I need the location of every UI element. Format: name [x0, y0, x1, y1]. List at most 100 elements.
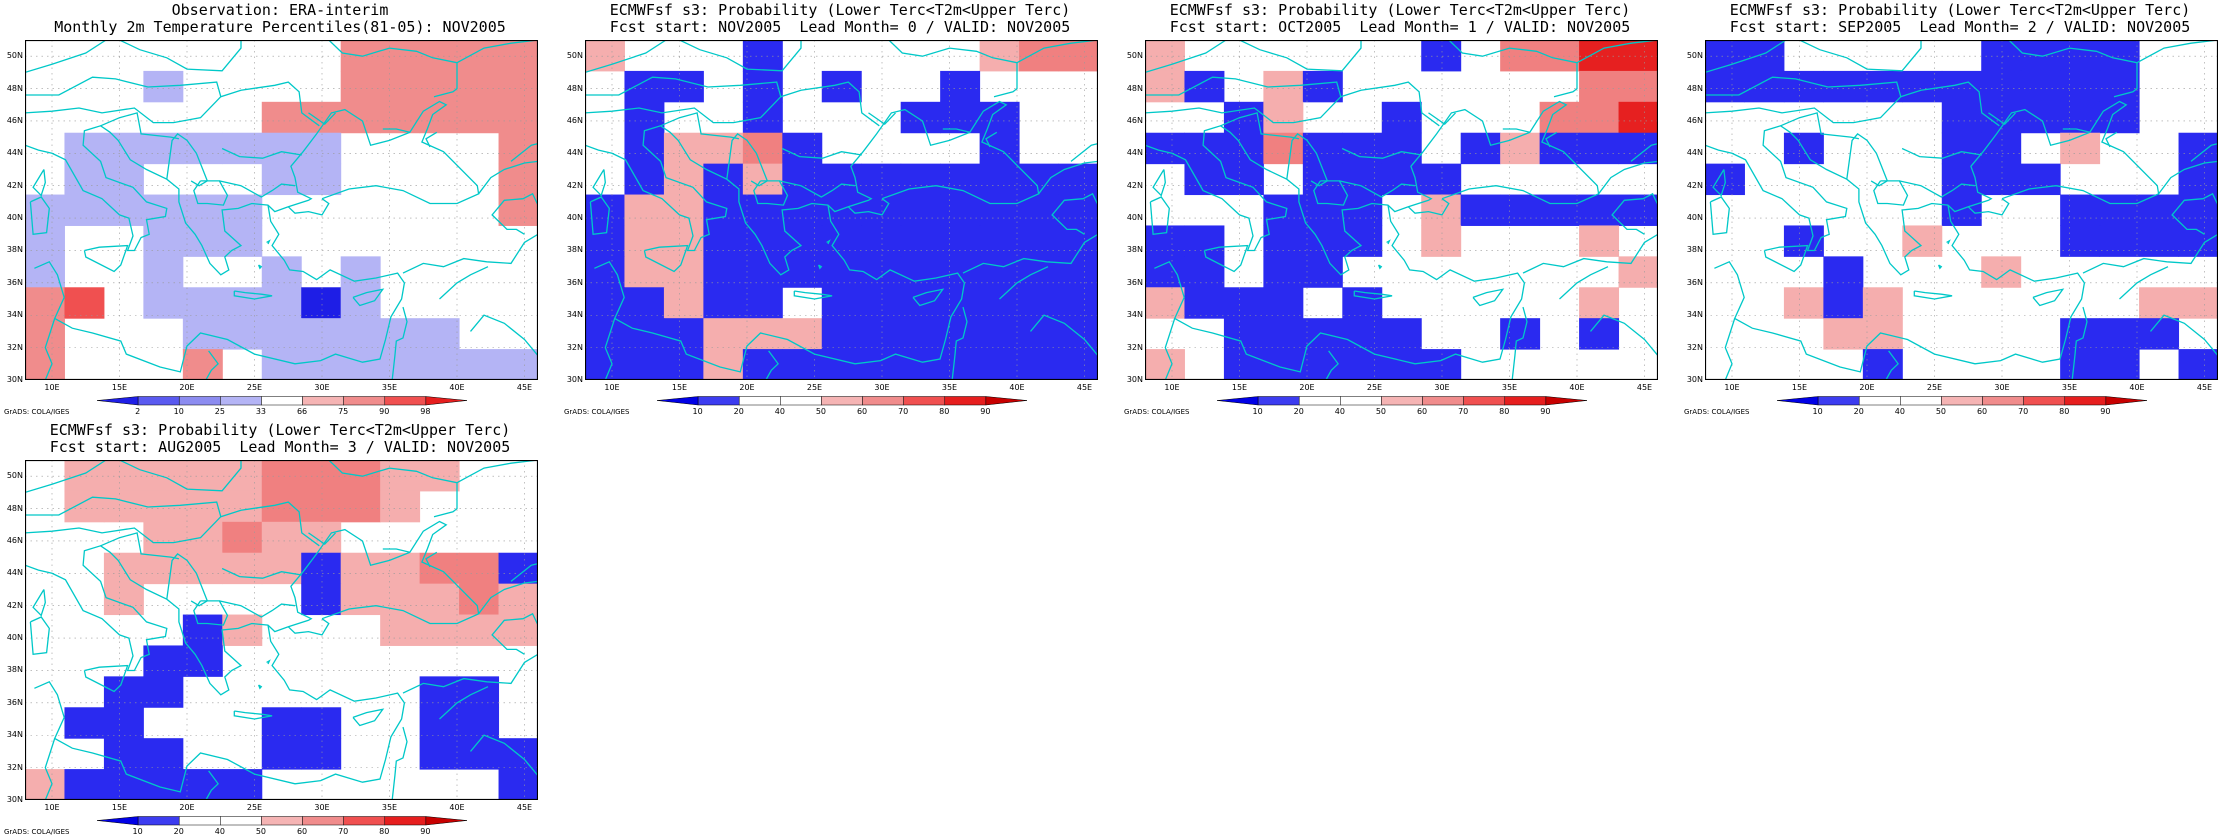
- lat-tick-label: 46N: [6, 535, 23, 545]
- grid-cell: [1421, 194, 1462, 226]
- coastline: [1203, 244, 1249, 273]
- grid-cell: [380, 101, 421, 134]
- coastline: [1545, 131, 1558, 148]
- colorbar-label: 20: [733, 407, 744, 416]
- coastline: [257, 684, 263, 690]
- grid-cell: [2139, 287, 2180, 319]
- grid-cell: [1902, 70, 1943, 103]
- grid-cell: [663, 256, 704, 288]
- colorbar-swatch: [342, 816, 385, 826]
- grid-cell: [979, 194, 1020, 226]
- coastline: [1428, 112, 1456, 126]
- colorbar: [1216, 396, 1587, 406]
- lon-tick-label: 30E: [874, 383, 890, 392]
- grid-cell: [1184, 256, 1225, 288]
- colorbar-swatch: [1298, 396, 1341, 406]
- colorbar-swatch: [260, 396, 303, 406]
- lat-tick-label: 40N: [1686, 213, 1703, 223]
- grid-cell: [1342, 132, 1383, 165]
- grid-cell: [1223, 349, 1264, 380]
- grid-cell: [821, 256, 862, 288]
- grid-cell: [143, 256, 184, 288]
- coastline: [1705, 81, 2000, 127]
- coastline: [32, 169, 46, 197]
- colorbar-swatch: [96, 396, 138, 406]
- grid-cell: [940, 287, 981, 319]
- coastline: [266, 239, 271, 245]
- grid-cell: [940, 256, 981, 288]
- grid-cell: [1460, 132, 1501, 165]
- grid-cell: [25, 256, 65, 288]
- lat-tick-label: 32N: [6, 762, 23, 772]
- grid-cell: [1302, 225, 1343, 257]
- coastline: [912, 288, 945, 307]
- map-plot: [25, 460, 538, 800]
- grid-cell: [1618, 70, 1658, 103]
- coastline: [1598, 160, 1658, 195]
- grid-cell: [900, 225, 941, 257]
- grid-cell: [624, 101, 665, 134]
- coastline: [1873, 180, 1909, 206]
- coastline: [1846, 133, 1889, 187]
- coastline: [2136, 40, 2218, 64]
- coastline: [666, 40, 802, 72]
- coastline: [1339, 180, 1416, 198]
- lat-tick-label: 34N: [566, 310, 583, 320]
- grid-cell: [419, 738, 460, 770]
- coastline: [233, 290, 273, 300]
- coastline: [1325, 350, 1339, 380]
- grid-cell: [1579, 318, 1620, 350]
- coastline: [660, 112, 740, 140]
- coastline: [25, 40, 107, 74]
- lat-tick-label: 34N: [1126, 310, 1143, 320]
- colorbar-swatch: [1981, 396, 2024, 406]
- grid-cell: [143, 460, 184, 492]
- lat-tick-label: 50N: [1686, 51, 1703, 61]
- coastline: [25, 496, 222, 517]
- grid-cell: [301, 163, 342, 196]
- grid-cell: [419, 614, 460, 646]
- grid-cell: [663, 225, 704, 257]
- coastline: [308, 112, 336, 126]
- grid-cell: [64, 194, 105, 226]
- colorbar-label: 90: [379, 407, 390, 416]
- grid-cell: [1579, 70, 1620, 103]
- grid-cell: [2099, 349, 2140, 380]
- coastline: [594, 204, 966, 373]
- coastline: [32, 589, 46, 617]
- coastline: [470, 734, 538, 777]
- colorbar-label: 40: [1894, 407, 1905, 416]
- grid-cell: [261, 707, 302, 739]
- coastline: [491, 612, 538, 655]
- coastline: [25, 100, 480, 276]
- lat-tick-label: 36N: [6, 277, 23, 287]
- grid-cell: [182, 132, 223, 165]
- grid-cell: [782, 194, 823, 226]
- grid-cell: [624, 287, 665, 319]
- colorbar-swatch: [779, 396, 822, 406]
- lat-tick-label: 50N: [6, 51, 23, 61]
- coastline: [219, 180, 296, 198]
- grid-cell: [1941, 194, 1982, 226]
- grid-cell: [782, 349, 823, 380]
- lon-tick-label: 40E: [449, 803, 465, 812]
- grid-cell: [624, 318, 665, 350]
- grid-cell: [1019, 163, 1060, 196]
- lon-tick-label: 25E: [1366, 383, 1383, 392]
- grid-cell: [1263, 132, 1304, 165]
- colorbar-label: 80: [939, 407, 950, 416]
- grid-cell: [222, 194, 263, 226]
- lat-tick-label: 50N: [1126, 51, 1143, 61]
- lon-tick-label: 35E: [381, 383, 398, 392]
- lat-tick-label: 46N: [1686, 115, 1703, 125]
- grid-cell: [301, 132, 342, 165]
- grid-cell: [340, 101, 381, 134]
- grid-cell: [1263, 349, 1304, 380]
- grid-cell: [261, 460, 302, 492]
- grid-cell: [1783, 70, 1824, 103]
- coastline: [425, 551, 438, 568]
- colorbar-swatch: [137, 816, 179, 826]
- coastline: [1038, 160, 1098, 195]
- coastline: [585, 81, 880, 127]
- grid-cell: [301, 287, 342, 319]
